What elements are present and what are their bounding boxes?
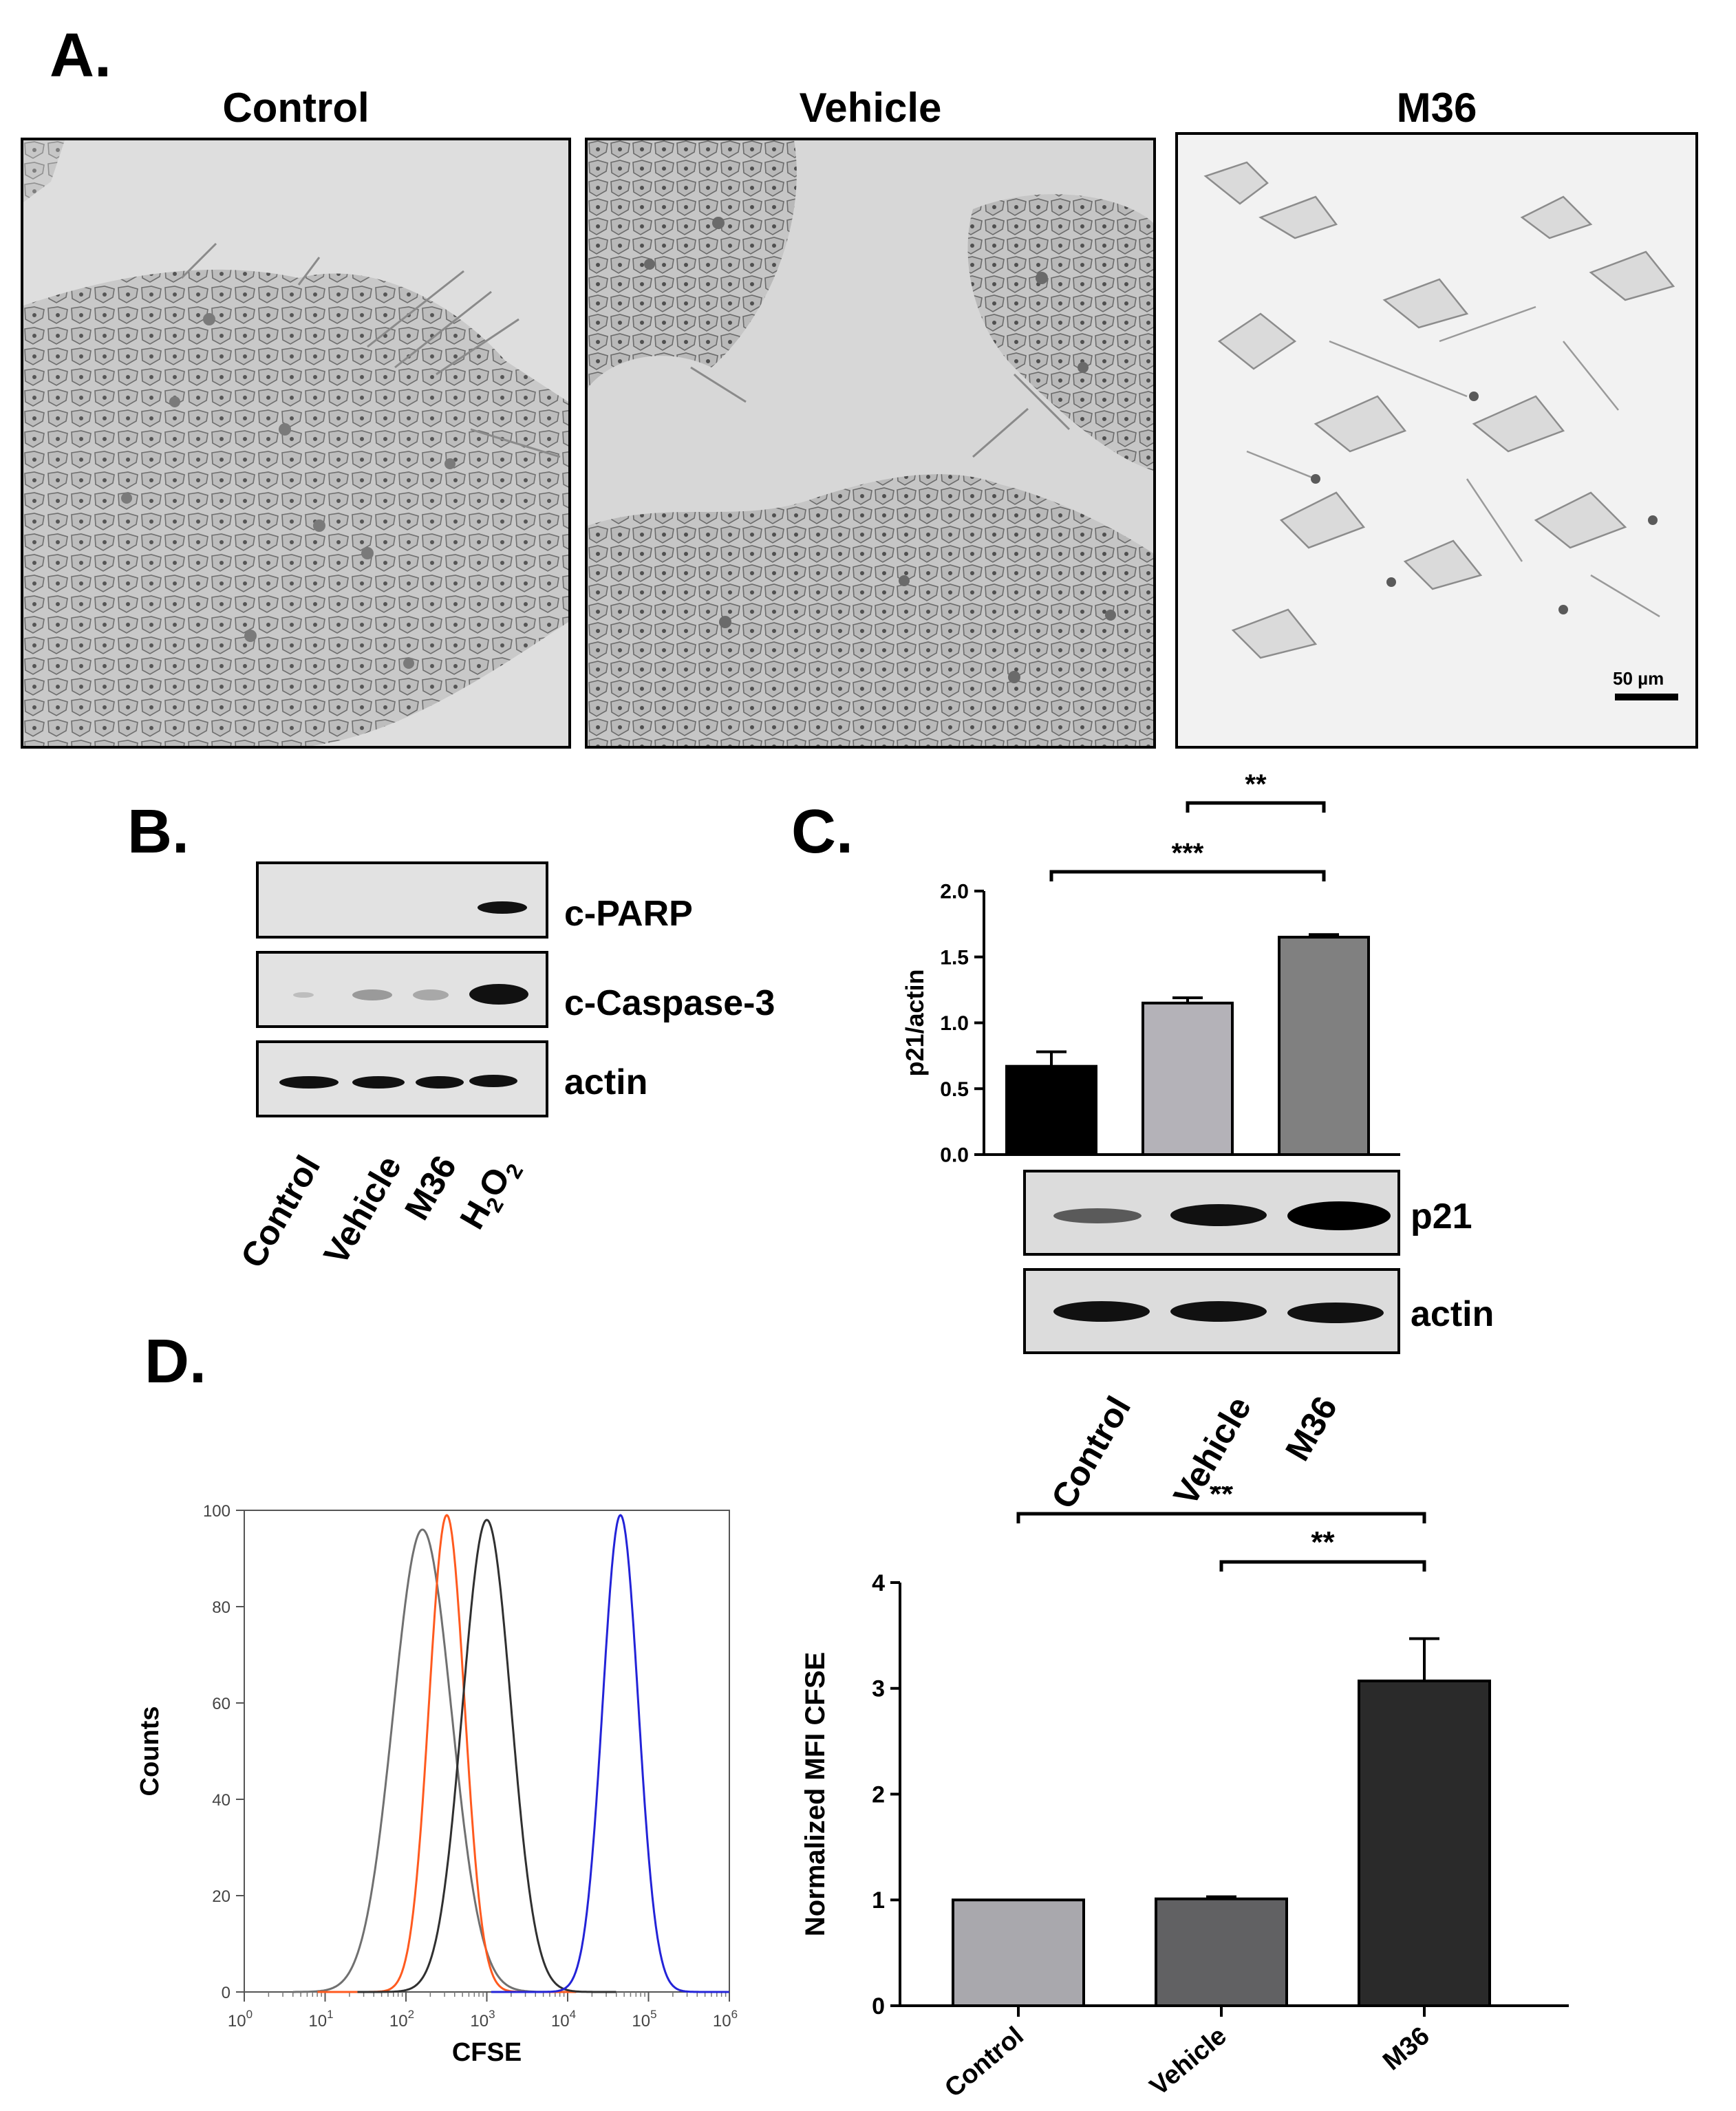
- bar-control: [1005, 1064, 1097, 1156]
- x-tick-label-control: Control: [939, 2022, 1029, 2099]
- y-tick-label: 1.5: [940, 946, 969, 969]
- y-tick-label: 0.0: [940, 1144, 969, 1167]
- x-tick-label-vehicle: Vehicle: [1144, 2022, 1232, 2099]
- x-tick-label: 102: [389, 2008, 414, 2030]
- y-tick-label: 2: [872, 1781, 885, 1808]
- bar-m36: [1278, 936, 1370, 1156]
- blot-p21: [1023, 1170, 1400, 1256]
- y-tick-label: 60: [212, 1695, 231, 1713]
- blot-c-caspase-3: [256, 951, 548, 1028]
- y-tick-label: 0: [872, 1993, 885, 2019]
- histogram-series-1: [293, 1528, 552, 1993]
- x-tick-label-m36: M36: [1378, 2022, 1435, 2077]
- significance-label: **: [1245, 769, 1267, 800]
- y-tick-label: 1: [872, 1887, 885, 1914]
- blot-label-actin-b: actin: [564, 1062, 648, 1102]
- panel-a-letter: A.: [50, 21, 111, 90]
- panel-b-letter: B.: [127, 797, 189, 866]
- blot-actin-b: [256, 1040, 548, 1117]
- significance-label: ***: [1172, 838, 1204, 868]
- significance-bracket: [1016, 1512, 1426, 1523]
- significance-label: **: [1210, 1486, 1234, 1511]
- x-tick-label: 105: [632, 2008, 656, 2030]
- y-axis-label: p21/actin: [901, 969, 929, 1076]
- y-tick-label: 2.0: [940, 881, 969, 903]
- y-tick-label: 4: [872, 1570, 885, 1596]
- micrograph-control: [21, 138, 571, 749]
- x-tick-label: 101: [308, 2008, 333, 2030]
- chart-d-histogram: 0 20 40 60 80 100 100 101 102 103 104 105 106 CFSE Cou…: [136, 1502, 738, 2067]
- panel-c-letter: C.: [791, 797, 853, 866]
- micrograph-vehicle: [585, 138, 1156, 749]
- panel-a-title-m36: M36: [1396, 85, 1477, 131]
- y-axis-label: Normalized MFI CFSE: [800, 1652, 831, 1936]
- x-tick-label: 104: [551, 2008, 576, 2030]
- scale-bar: [1615, 694, 1678, 700]
- x-tick-label: 103: [470, 2008, 495, 2030]
- micrograph-m36: 50 µm: [1175, 132, 1698, 749]
- bar-m36: [1358, 1679, 1491, 2007]
- panel-d-letter: D.: [144, 1327, 206, 1396]
- significance-label: **: [1311, 1525, 1335, 1559]
- x-axis-label: CFSE: [452, 2038, 522, 2067]
- blot-label-p21: p21: [1411, 1197, 1472, 1236]
- y-tick-label: 40: [212, 1791, 231, 1810]
- blot-label-c-parp: c-PARP: [564, 894, 693, 934]
- x-tick-label: 106: [713, 2008, 738, 2030]
- histogram-series-4: [491, 1514, 729, 1993]
- significance-bracket: [1219, 1560, 1426, 1572]
- y-tick-label: 80: [212, 1598, 231, 1617]
- bar-vehicle: [1142, 1001, 1234, 1156]
- x-tick-label: 100: [228, 2008, 253, 2030]
- y-tick-label: 3: [872, 1676, 885, 1702]
- blot-label-actin-c: actin: [1411, 1294, 1494, 1334]
- histogram-series-3: [357, 1519, 617, 1993]
- y-tick-label: 20: [212, 1887, 231, 1906]
- bar-vehicle: [1155, 1897, 1288, 2008]
- y-tick-label: 0.5: [940, 1078, 969, 1101]
- chart-d-mfi-bar: 0 1 2 3 4 Normalized MFI CFSE Control Vehicle M3…: [800, 1486, 1569, 2099]
- significance-bracket: [1049, 870, 1326, 881]
- panel-a-title-vehicle: Vehicle: [799, 85, 942, 131]
- y-axis-label: Counts: [136, 1706, 164, 1797]
- y-tick-label: 100: [203, 1502, 231, 1521]
- blot-label-c-caspase-3: c-Caspase-3: [564, 983, 775, 1023]
- histogram-series-2: [317, 1514, 577, 1993]
- y-tick-label: 1.0: [940, 1012, 969, 1035]
- plot-frame: [244, 1510, 730, 1993]
- blot-c-parp: [256, 861, 548, 939]
- significance-bracket: [1186, 801, 1326, 813]
- scale-bar-label: 50 µm: [1613, 668, 1664, 689]
- blot-actin-c: [1023, 1268, 1400, 1354]
- bar-control: [952, 1898, 1085, 2007]
- y-tick-label: 0: [222, 1984, 231, 2002]
- panel-a-title-control: Control: [222, 85, 369, 131]
